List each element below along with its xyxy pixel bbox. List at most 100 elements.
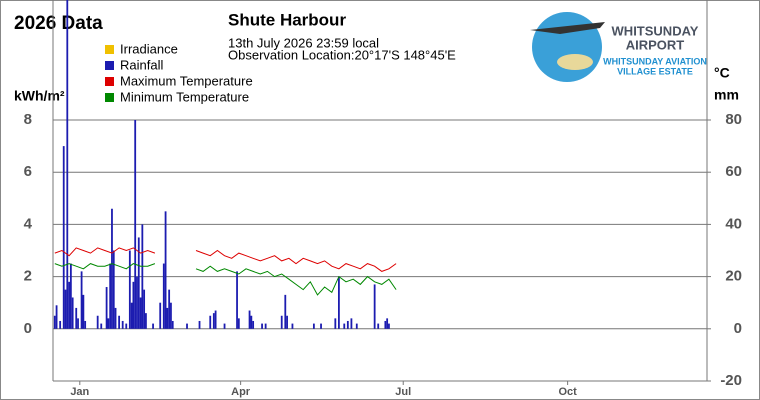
rain-bar xyxy=(164,211,167,329)
logo-plane xyxy=(530,22,605,34)
rain-bar xyxy=(100,323,103,329)
rain-bar xyxy=(248,310,251,329)
rain-bar xyxy=(77,318,79,329)
legend-label: Minimum Temperature xyxy=(120,89,249,104)
rain-bar xyxy=(96,315,99,329)
rain-bar xyxy=(320,323,322,329)
y2-tick-label: -20 xyxy=(720,372,742,389)
rain-bar xyxy=(186,323,188,329)
rain-bar xyxy=(286,315,288,329)
rain-bar xyxy=(68,281,70,329)
logo-text: WHITSUNDAY AVIATION xyxy=(603,56,707,66)
temp-line xyxy=(54,247,397,272)
rain-bar xyxy=(388,323,390,329)
rain-bar xyxy=(373,284,376,329)
rain-bar xyxy=(80,271,83,329)
rain-bar xyxy=(137,237,140,329)
rain-bar xyxy=(109,263,112,329)
rain-bar xyxy=(132,281,135,329)
rain-bar xyxy=(170,302,172,329)
legend-swatch xyxy=(105,77,114,86)
y2-tick-label: 80 xyxy=(725,111,742,128)
legend-label: Rainfall xyxy=(120,57,163,72)
x-tick-label: Apr xyxy=(231,386,251,398)
rain-bar xyxy=(55,305,58,329)
rain-bar xyxy=(159,302,162,329)
y-tick-label: 0 xyxy=(24,320,32,337)
logo-circle xyxy=(532,12,602,82)
y-tick-label: 2 xyxy=(24,268,32,285)
rain-bar xyxy=(384,320,387,329)
rain-bar xyxy=(107,318,110,329)
rain-bar xyxy=(223,323,226,329)
logo-island xyxy=(557,54,593,70)
y-axis-label: kWh/m² xyxy=(14,88,65,104)
rain-bar xyxy=(64,289,67,329)
legend-swatch xyxy=(105,45,114,54)
rain-bar xyxy=(66,0,69,329)
rain-bar xyxy=(152,323,154,329)
rain-bar xyxy=(130,302,133,329)
rain-bar xyxy=(84,320,87,329)
x-tick-label: Jul xyxy=(395,386,411,398)
rain-bar xyxy=(53,315,56,329)
rain-bar xyxy=(236,271,238,329)
rain-bar xyxy=(71,297,74,329)
rain-bar xyxy=(377,323,380,329)
rain-bar xyxy=(237,318,240,329)
y2-tick-label: 20 xyxy=(725,268,742,285)
rain-bar xyxy=(312,323,315,329)
rain-bar xyxy=(141,224,144,329)
rain-bar xyxy=(350,318,353,329)
y2-tick-label: 60 xyxy=(725,163,742,180)
logo-text: AIRPORT xyxy=(626,37,685,52)
rain-bar xyxy=(264,323,267,329)
subtitle: 13th July 2026 23:59 local xyxy=(228,35,379,50)
rain-bar xyxy=(214,310,217,329)
rain-bar xyxy=(114,307,117,329)
rain-bar xyxy=(121,320,124,329)
station: Shute Harbour xyxy=(228,10,346,29)
rain-bar xyxy=(386,318,389,329)
rain-bar xyxy=(75,307,78,329)
rain-bar xyxy=(82,294,85,329)
rain-bar xyxy=(209,315,212,329)
rain-bar xyxy=(59,320,62,329)
rain-bar xyxy=(145,313,147,329)
legend-label: Irradiance xyxy=(120,41,178,56)
y2-tick-label: 0 xyxy=(734,320,742,337)
chart-title: 2026 Data xyxy=(14,13,103,34)
rain-bar xyxy=(69,263,72,329)
rain-bar xyxy=(171,320,174,329)
rain-bar xyxy=(125,323,128,329)
legend-swatch xyxy=(105,93,114,102)
rain-bar xyxy=(128,250,131,329)
rain-bar xyxy=(136,276,138,329)
y-tick-label: 6 xyxy=(24,163,32,180)
rain-bar xyxy=(112,250,115,329)
rain-bar xyxy=(250,315,253,329)
rain-bar xyxy=(284,294,287,329)
y2-tick-label: 40 xyxy=(725,215,742,232)
logo-text: WHITSUNDAY xyxy=(612,23,699,38)
rain-bar xyxy=(118,315,121,329)
rain-bar xyxy=(261,323,263,329)
rain-bar xyxy=(212,313,215,329)
y2-axis-label: mm xyxy=(714,87,739,103)
x-tick-label: Oct xyxy=(558,386,577,398)
legend-label: Maximum Temperature xyxy=(120,73,253,88)
rain-bar xyxy=(343,323,346,329)
rain-bar xyxy=(280,315,283,329)
rain-bar xyxy=(168,289,171,329)
legend-swatch xyxy=(105,61,114,70)
rain-bar xyxy=(291,323,294,329)
rain-bar xyxy=(355,323,358,329)
y-tick-label: 8 xyxy=(24,111,32,128)
rain-bar xyxy=(143,289,146,329)
rain-bar xyxy=(105,287,108,329)
rain-bar xyxy=(346,320,349,329)
rain-bar xyxy=(111,208,113,329)
logo-text: VILLAGE ESTATE xyxy=(617,66,693,76)
